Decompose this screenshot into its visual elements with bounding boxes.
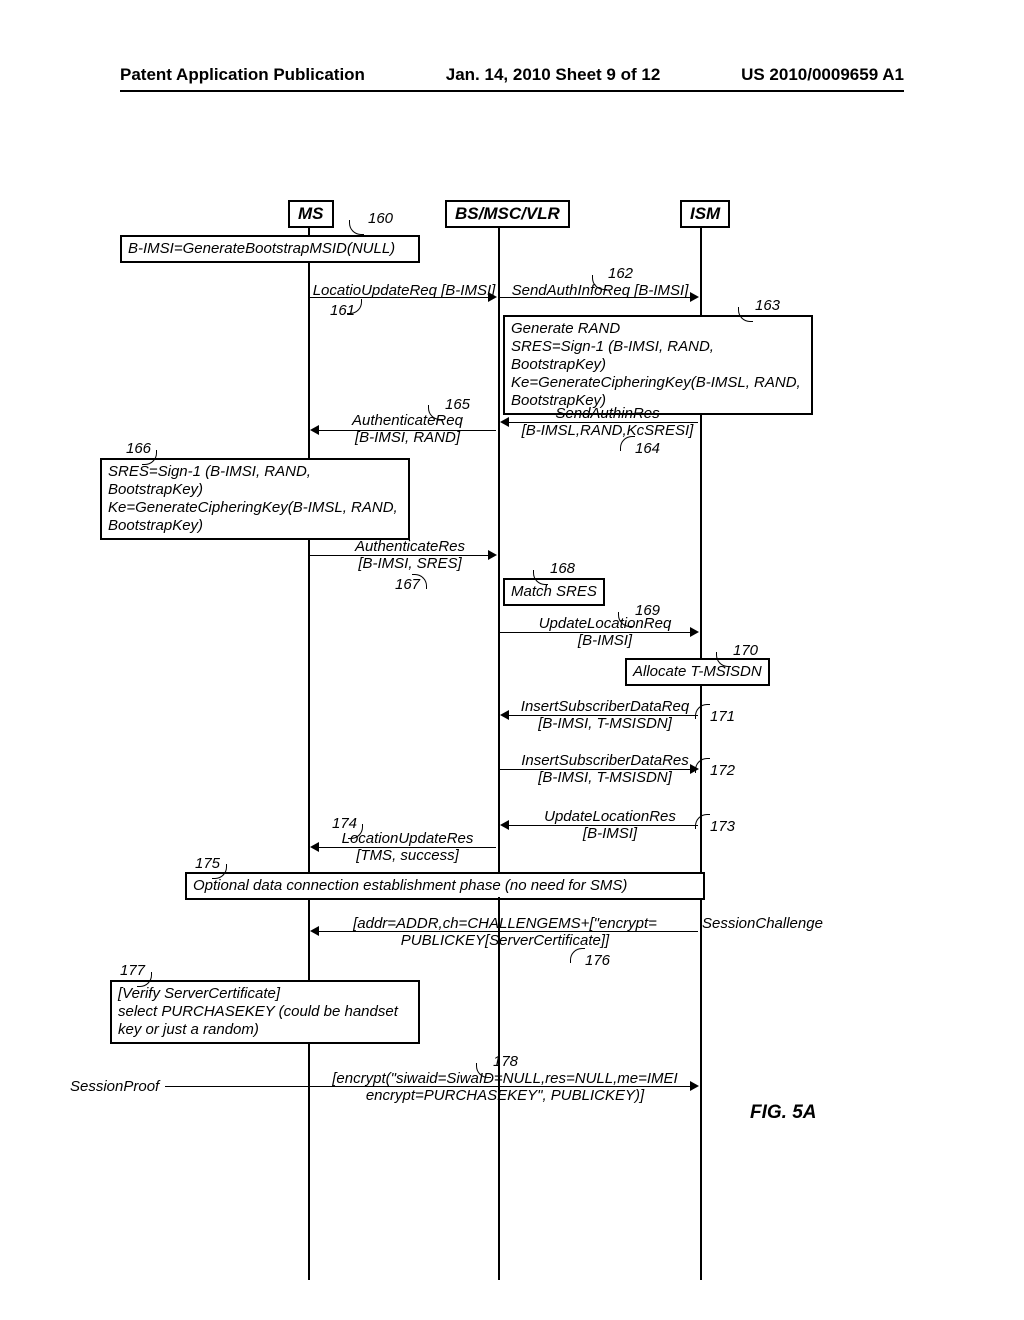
ref-172: 172 — [710, 762, 735, 779]
actor-ism: ISM — [680, 200, 730, 228]
ref-176: 176 — [585, 952, 610, 969]
box-163: Generate RAND SRES=Sign-1 (B-IMSI, RAND,… — [503, 315, 813, 415]
ref-163: 163 — [755, 297, 780, 314]
header-left: Patent Application Publication — [120, 65, 365, 85]
ref-169: 169 — [635, 602, 660, 619]
msg-session-proof: SessionProof — [70, 1078, 159, 1095]
ref-165: 165 — [445, 396, 470, 413]
lifeline-ms — [308, 226, 310, 1280]
msg-176: [addr=ADDR,ch=CHALLENGEMS+["encrypt= PUB… — [315, 915, 695, 950]
ref-164: 164 — [635, 440, 660, 457]
msg-session-challenge: SessionChallenge — [702, 915, 823, 932]
ref-168: 168 — [550, 560, 575, 577]
box-170: Allocate T-MSISDN — [625, 658, 770, 686]
ref-178: 178 — [493, 1053, 518, 1070]
sequence-diagram: MS BS/MSC/VLR ISM B-IMSI=GenerateBootstr… — [130, 200, 894, 1280]
box-160: B-IMSI=GenerateBootstrapMSID(NULL) — [120, 235, 420, 263]
ref-170: 170 — [733, 642, 758, 659]
box-168: Match SRES — [503, 578, 605, 606]
header-center: Jan. 14, 2010 Sheet 9 of 12 — [446, 65, 661, 85]
actor-bs: BS/MSC/VLR — [445, 200, 570, 228]
box-175: Optional data connection establishment p… — [185, 872, 705, 900]
box-177: [Verify ServerCertificate] select PURCHA… — [110, 980, 420, 1044]
msg-178: [encrypt("siwaid=SiwaID=NULL,res=NULL,me… — [310, 1070, 700, 1105]
ref-162: 162 — [608, 265, 633, 282]
lifeline-bs — [498, 226, 500, 1280]
ref-171: 171 — [710, 708, 735, 725]
ref-173: 173 — [710, 818, 735, 835]
actor-ms: MS — [288, 200, 334, 228]
header-right: US 2010/0009659 A1 — [741, 65, 904, 85]
ref-160: 160 — [368, 210, 393, 227]
figure-label: FIG. 5A — [750, 1102, 817, 1124]
box-166: SRES=Sign-1 (B-IMSI, RAND, BootstrapKey)… — [100, 458, 410, 540]
